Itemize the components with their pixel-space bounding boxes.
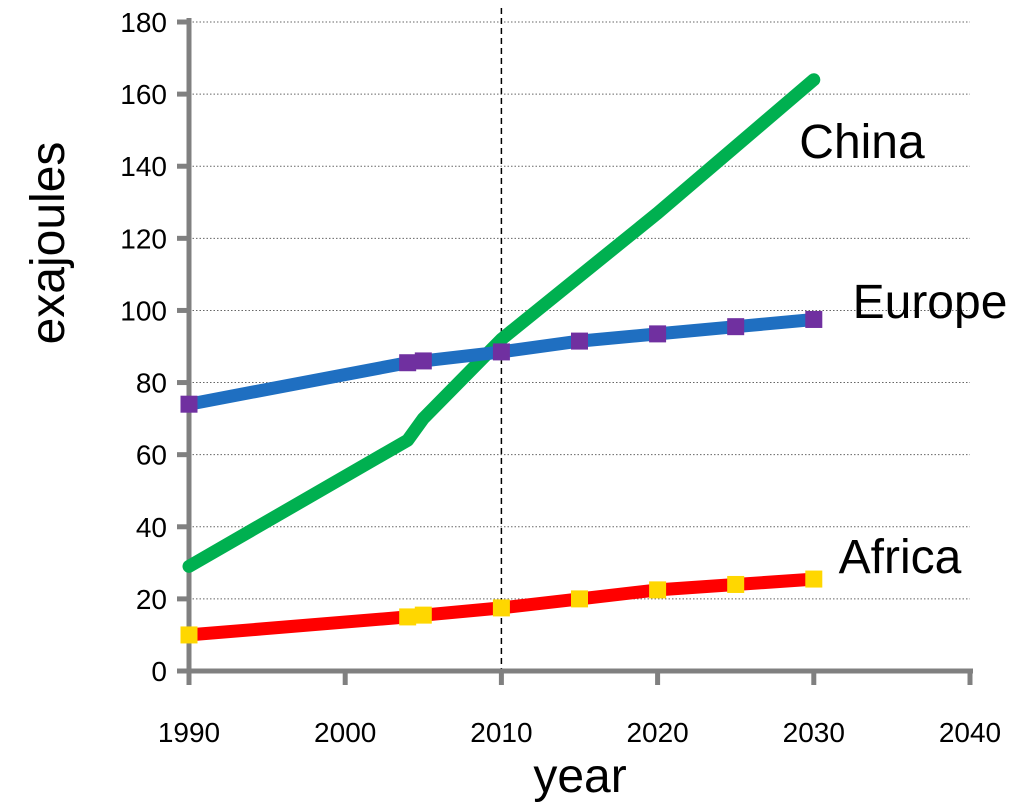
x-axis-title: year <box>533 750 626 803</box>
x-tick-label: 2000 <box>314 717 376 748</box>
y-tick-label: 40 <box>136 512 167 543</box>
y-axis-title: exajoules <box>22 142 75 345</box>
data-point-africa-2010 <box>493 600 509 616</box>
data-point-europe-2025 <box>728 319 744 335</box>
data-point-europe-2020 <box>650 326 666 342</box>
y-tick-label: 60 <box>136 440 167 471</box>
x-tick-label: 2020 <box>626 717 688 748</box>
x-tick-label: 1990 <box>158 717 220 748</box>
series-labels: China Europe Africa <box>799 116 1007 584</box>
data-point-europe-2005 <box>415 353 431 369</box>
y-tick-label: 100 <box>120 295 167 326</box>
data-point-europe-2030 <box>806 311 822 327</box>
series-label-africa: Africa <box>839 531 962 584</box>
data-point-europe-1990 <box>181 396 197 412</box>
x-tick-label: 2040 <box>939 717 1001 748</box>
series-label-china: China <box>799 116 925 169</box>
data-point-africa-2020 <box>650 582 666 598</box>
data-point-africa-2005 <box>415 607 431 623</box>
y-tick-label: 160 <box>120 79 167 110</box>
x-tick-label: 2030 <box>783 717 845 748</box>
data-point-africa-1990 <box>181 627 197 643</box>
data-point-africa-2025 <box>728 576 744 592</box>
data-point-europe-2010 <box>493 344 509 360</box>
data-point-africa-2030 <box>806 571 822 587</box>
y-tick-label: 120 <box>120 223 167 254</box>
series-label-europe: Europe <box>853 276 1008 329</box>
data-point-europe-2004 <box>400 355 416 371</box>
y-tick-label: 140 <box>120 151 167 182</box>
data-point-europe-2015 <box>572 333 588 349</box>
x-tick-label: 2010 <box>470 717 532 748</box>
y-tick-label: 0 <box>151 656 167 687</box>
y-tick-label: 80 <box>136 368 167 399</box>
data-point-africa-2015 <box>572 591 588 607</box>
data-point-africa-2004 <box>400 609 416 625</box>
y-tick-label: 20 <box>136 584 167 615</box>
y-tick-label: 180 <box>120 7 167 38</box>
